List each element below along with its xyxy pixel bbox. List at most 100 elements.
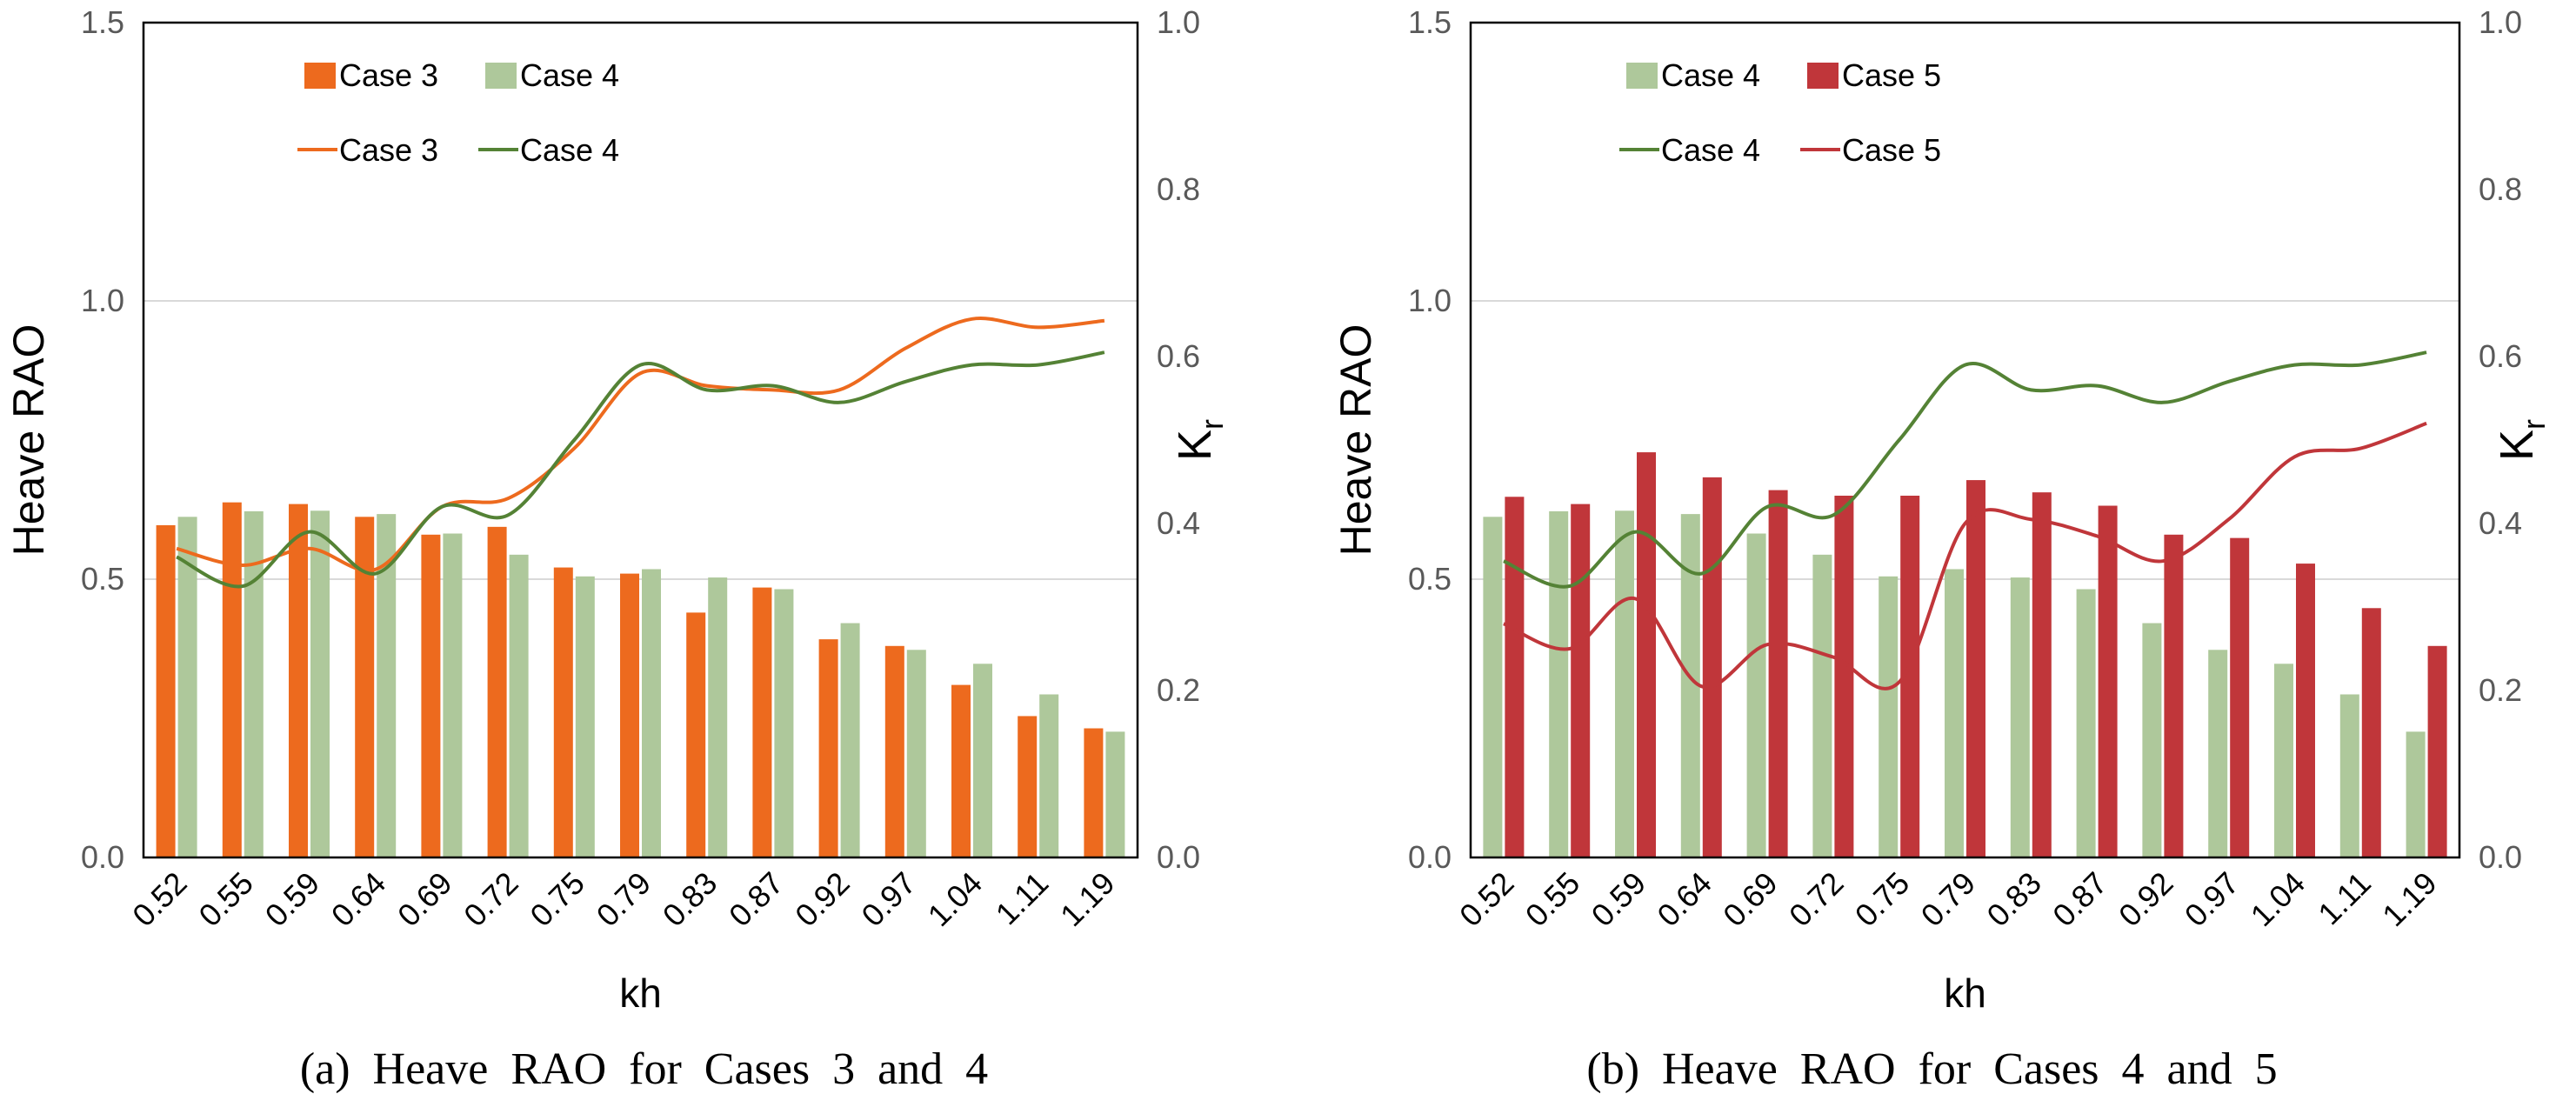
bar-case-3 <box>951 684 971 857</box>
bar-case-4 <box>1615 510 1634 857</box>
x-tick-label: 0.75 <box>1848 865 1917 934</box>
x-tick-label: 0.92 <box>2112 865 2180 934</box>
legend-swatch <box>1626 63 1658 89</box>
x-tick-label: 0.92 <box>788 865 857 934</box>
legend-swatch <box>1807 63 1839 89</box>
legend-label: Case 4 <box>520 132 619 168</box>
caption-a: (a) Heave RAO for Cases 3 and 4 <box>299 1044 989 1094</box>
y-tick-label: 0.5 <box>1408 561 1452 597</box>
plot-frame <box>1469 21 2461 859</box>
x-tick-label: 1.19 <box>2375 865 2444 934</box>
y2-tick-label: 0.2 <box>2479 672 2522 708</box>
bar-case-4 <box>244 510 264 857</box>
bar-case-5 <box>1900 496 1920 857</box>
legend-label: Case 5 <box>1842 132 1941 168</box>
bar-case-5 <box>1834 496 1854 857</box>
chart-a: 0.00.51.01.50.00.20.40.60.81.00.520.550.… <box>4 4 1230 1016</box>
y2-tick-label: 1.0 <box>1157 4 1200 40</box>
y2-tick-label: 0.6 <box>1157 338 1200 374</box>
bar-case-5 <box>2361 608 2381 857</box>
bar-case-4 <box>2274 664 2293 857</box>
bar-case-4 <box>443 533 463 857</box>
bar-case-3 <box>818 639 838 857</box>
bar-case-4 <box>310 510 330 857</box>
x-axis-label: kh <box>1944 971 1986 1016</box>
bar-case-3 <box>1018 716 1038 857</box>
bar-case-5 <box>2230 537 2250 857</box>
y2-axis-label-sub: r <box>2516 419 2552 430</box>
x-tick-label: 0.87 <box>722 865 791 934</box>
x-tick-label: 1.04 <box>921 865 990 934</box>
y2-axis-label: Kr <box>1169 419 1230 461</box>
bar-case-3 <box>355 517 375 857</box>
y2-tick-label: 0.0 <box>2479 839 2522 875</box>
bar-case-3 <box>686 612 706 857</box>
bar-case-3 <box>487 526 507 857</box>
x-tick-label: 1.04 <box>2244 865 2312 934</box>
bar-case-3 <box>1084 728 1104 857</box>
x-tick-label: 0.83 <box>1979 865 2048 934</box>
bar-case-3 <box>752 587 772 857</box>
legend-label: Case 4 <box>1661 57 1760 93</box>
bar-case-5 <box>2098 505 2118 857</box>
legend-swatch <box>485 63 517 89</box>
y2-tick-label: 0.8 <box>1157 171 1200 207</box>
legend-label: Case 4 <box>1661 132 1760 168</box>
x-tick-label: 0.97 <box>2178 865 2246 934</box>
bar-case-4 <box>1812 554 1832 857</box>
y2-tick-label: 0.6 <box>2479 338 2522 374</box>
y2-tick-label: 0.4 <box>1157 505 1200 541</box>
x-tick-label: 0.72 <box>1782 865 1851 934</box>
y-axis-label: Heave RAO <box>1331 324 1380 557</box>
bar-case-3 <box>884 645 904 857</box>
x-tick-label: 0.79 <box>1914 865 1983 934</box>
legend-swatch <box>304 63 336 89</box>
x-tick-label: 0.87 <box>2045 865 2114 934</box>
x-tick-label: 0.55 <box>1518 865 1587 934</box>
x-tick-label: 0.75 <box>523 865 591 934</box>
bar-case-4 <box>774 589 794 857</box>
x-tick-label: 1.11 <box>989 865 1056 932</box>
line-case-4 <box>1503 350 2427 589</box>
x-tick-label: 0.64 <box>324 865 393 934</box>
y-tick-label: 1.5 <box>1408 4 1452 40</box>
bar-case-4 <box>575 576 595 857</box>
x-tick-label: 0.59 <box>1585 865 1653 934</box>
y2-tick-label: 0.2 <box>1157 672 1200 708</box>
y2-axis-label-sub: r <box>1194 419 1230 430</box>
bar-case-4 <box>2010 577 2030 857</box>
x-tick-label: 0.52 <box>125 865 194 934</box>
x-tick-label: 0.55 <box>191 865 260 934</box>
bar-case-3 <box>222 502 242 857</box>
x-tick-label: 0.72 <box>457 865 525 934</box>
bar-case-5 <box>1571 504 1591 857</box>
legend-label: Case 5 <box>1842 57 1941 93</box>
x-tick-label: 0.52 <box>1452 865 1521 934</box>
bar-case-5 <box>2296 564 2315 857</box>
bar-case-4 <box>1549 510 1569 857</box>
bar-case-5 <box>2164 534 2184 857</box>
bar-case-4 <box>2076 589 2096 857</box>
x-tick-label: 0.64 <box>1650 865 1718 934</box>
x-tick-label: 1.11 <box>2311 865 2378 932</box>
bar-case-4 <box>177 517 197 857</box>
line-case-5 <box>1503 421 2427 690</box>
bar-case-4 <box>906 650 926 857</box>
caption-b: (b) Heave RAO for Cases 4 and 5 <box>1586 1044 2278 1094</box>
x-tick-label: 0.69 <box>1716 865 1785 934</box>
bar-case-3 <box>620 573 639 857</box>
bar-case-5 <box>1637 452 1656 857</box>
x-tick-label: 0.97 <box>854 865 923 934</box>
y2-tick-label: 1.0 <box>2479 4 2522 40</box>
y-tick-label: 1.0 <box>81 283 124 318</box>
bar-case-4 <box>509 554 529 857</box>
bar-case-4 <box>2142 623 2162 857</box>
chart-b: 0.00.51.01.50.00.20.40.60.81.00.520.550.… <box>1331 4 2552 1016</box>
bar-case-5 <box>2032 492 2052 857</box>
x-tick-label: 0.83 <box>656 865 724 934</box>
bar-case-5 <box>2427 645 2447 857</box>
bar-case-4 <box>642 569 661 857</box>
bar-case-3 <box>553 567 573 857</box>
y-tick-label: 0.0 <box>81 839 124 875</box>
